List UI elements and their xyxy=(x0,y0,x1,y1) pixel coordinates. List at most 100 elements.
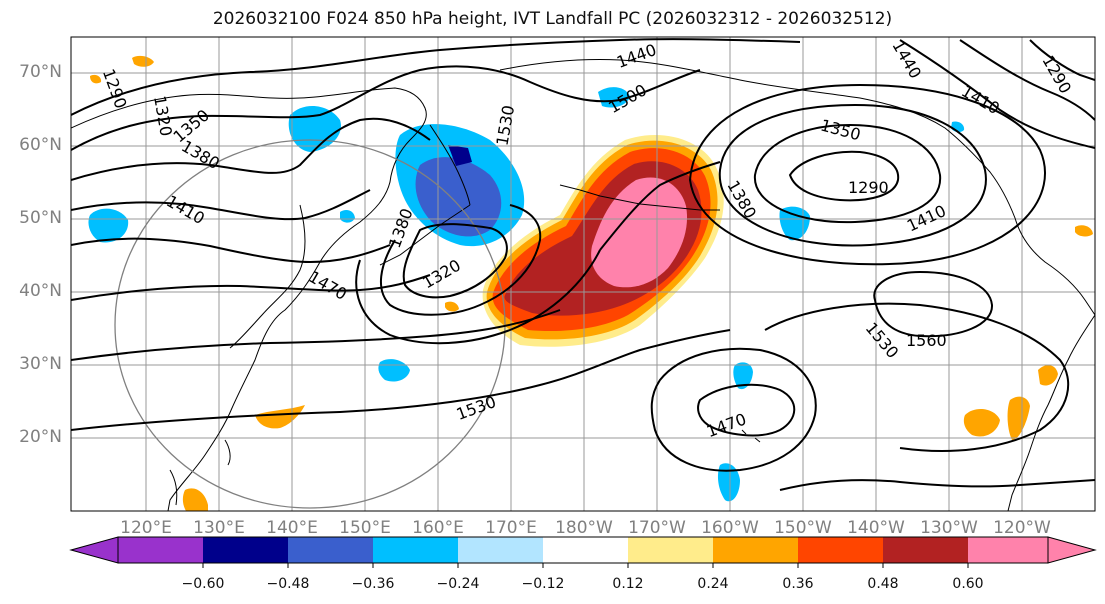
contour-line xyxy=(718,103,987,247)
contour-label: 1290 xyxy=(848,178,889,197)
contour-line xyxy=(753,123,942,224)
contour-line xyxy=(71,189,371,221)
latitude-label: 70°N xyxy=(19,62,62,82)
contour-label: 1560 xyxy=(906,331,947,350)
colorbar-tick-label: −0.12 xyxy=(521,576,565,592)
colorbar-tick-label: −0.48 xyxy=(266,576,310,592)
longitude-label: 120°W xyxy=(993,518,1051,538)
contour-line xyxy=(71,65,701,151)
ivt-positive-patch xyxy=(90,74,102,84)
colorbar-segment xyxy=(203,537,288,563)
coastline-hawaii xyxy=(741,429,761,443)
contour-line xyxy=(71,309,561,361)
ivt-shading xyxy=(88,55,1093,511)
longitude-label: 150°E xyxy=(339,518,391,538)
colorbar-segment xyxy=(628,537,713,563)
colorbar-tick-label: 0.36 xyxy=(782,576,814,592)
contour-line xyxy=(71,274,431,301)
ivt-positive-patch xyxy=(963,408,1000,437)
contour-line xyxy=(402,223,508,299)
ivt-positive-patch xyxy=(445,301,459,312)
contour-line xyxy=(650,347,817,472)
contour-line xyxy=(71,237,391,264)
contour-line xyxy=(873,270,994,338)
ivt-positive-core xyxy=(591,177,688,288)
latitude-label: 60°N xyxy=(19,135,62,155)
coastline-asia xyxy=(71,87,427,511)
longitude-label: 160°W xyxy=(701,518,759,538)
colorbar-extend-low xyxy=(69,536,119,564)
longitude-label: 120°E xyxy=(120,518,172,538)
contour-line xyxy=(71,329,731,431)
longitude-label: 170°E xyxy=(485,518,537,538)
colorbar-segment xyxy=(968,537,1048,563)
contour-line xyxy=(779,479,1095,491)
contour-line xyxy=(764,302,1070,452)
longitude-label: 140°E xyxy=(266,518,318,538)
ivt-positive-patch xyxy=(132,55,154,67)
longitude-label: 150°W xyxy=(774,518,832,538)
longitude-label: 130°E xyxy=(193,518,245,538)
coastline-north-america xyxy=(1007,314,1095,511)
contour-line xyxy=(599,161,721,251)
longitude-label: 140°W xyxy=(847,518,905,538)
colorbar-extend-high xyxy=(1047,536,1097,564)
coastline-japan xyxy=(229,204,306,349)
ivt-positive-patch xyxy=(1007,396,1030,440)
colorbar-tick-label: 0.48 xyxy=(867,576,899,592)
contour-line xyxy=(71,38,801,116)
map-frame xyxy=(70,36,1096,512)
ivt-positive-patch xyxy=(1075,225,1093,237)
ivt-negative-patch xyxy=(733,362,753,390)
coastline-taiwan xyxy=(224,439,231,466)
colorbar-ticks xyxy=(202,563,969,568)
ivt-negative-core xyxy=(448,145,472,166)
contour-line xyxy=(379,204,542,316)
ivt-negative-patch xyxy=(88,208,129,243)
ivt-negative-patch xyxy=(717,463,740,502)
colorbar-segment xyxy=(883,537,968,563)
ivt-positive-patch xyxy=(182,488,208,511)
colorbar-frame xyxy=(117,536,1049,564)
ivt-negative-patch xyxy=(779,206,810,241)
longitude-label: 180°W xyxy=(555,518,613,538)
colorbar-segment xyxy=(798,537,883,563)
colorbar-segment xyxy=(118,537,203,563)
contour-line xyxy=(899,39,1095,149)
contour-line xyxy=(1029,39,1095,81)
coastline-kamchatka xyxy=(429,124,471,206)
contour-line xyxy=(71,117,431,181)
ivt-positive-patch xyxy=(1038,365,1058,386)
colorbar-segment xyxy=(543,537,628,563)
colorbar-tick-label: −0.24 xyxy=(436,576,480,592)
ivt-negative-inner xyxy=(415,157,502,237)
coastline-kuril-chain xyxy=(379,204,471,266)
longitude-label: 170°W xyxy=(628,518,686,538)
longitude-label: 130°W xyxy=(920,518,978,538)
latitude-label: 40°N xyxy=(19,281,62,301)
coastline-philippines xyxy=(169,469,178,506)
colorbar-tick-label: −0.60 xyxy=(181,576,225,592)
latitude-label: 20°N xyxy=(19,427,62,447)
colorbar xyxy=(69,536,1097,568)
contour-line xyxy=(355,249,601,345)
colorbar-tick-label: −0.36 xyxy=(351,576,395,592)
contour-line xyxy=(688,83,1046,266)
colorbar-segment xyxy=(373,537,458,563)
contour-line xyxy=(697,383,796,437)
colorbar-tick-label: 0.12 xyxy=(612,576,644,592)
colorbar-tick-label: 0.60 xyxy=(952,576,984,592)
ivt-negative-patch xyxy=(598,87,630,108)
longitude-label: 160°E xyxy=(412,518,464,538)
latitude-label: 30°N xyxy=(19,354,62,374)
colorbar-segment xyxy=(713,537,798,563)
range-circle xyxy=(114,139,506,509)
colorbar-segment xyxy=(288,537,373,563)
colorbar-tick-label: 0.24 xyxy=(697,576,729,592)
height-contours xyxy=(71,38,1095,491)
colorbar-segment xyxy=(458,537,543,563)
latitude-label: 50°N xyxy=(19,208,62,228)
contour-line xyxy=(959,39,1095,121)
contour-line xyxy=(788,150,900,202)
